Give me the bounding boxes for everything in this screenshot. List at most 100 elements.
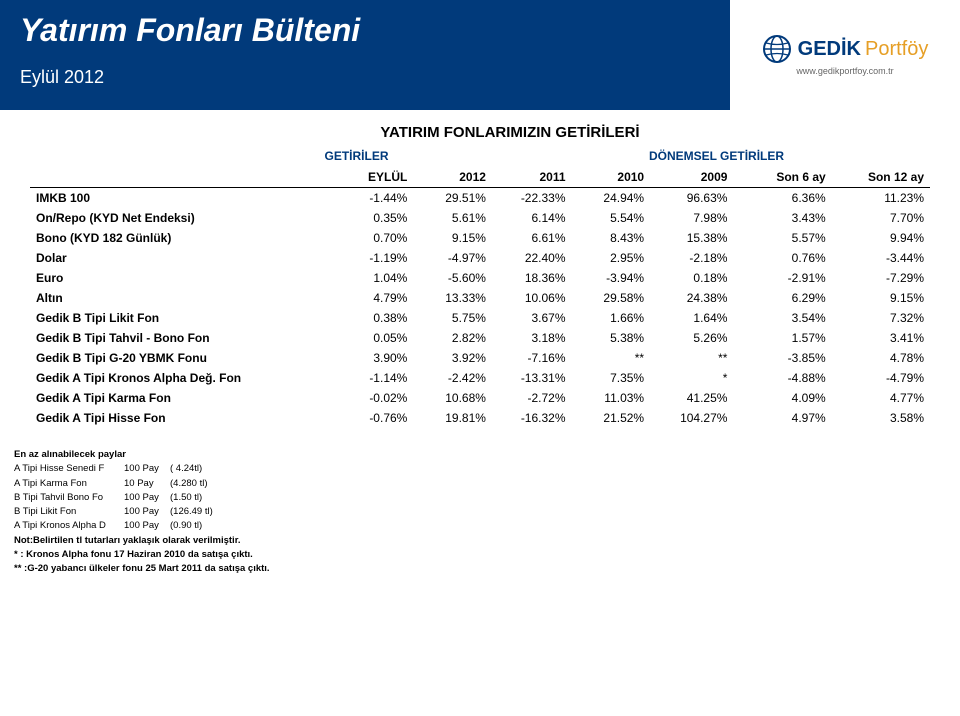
row-label: Gedik B Tipi G-20 YBMK Fonu (30, 348, 335, 368)
cell-value: -4.79% (832, 368, 930, 388)
cell-value: -0.02% (335, 388, 414, 408)
table-row: Euro1.04%-5.60%18.36%-3.94%0.18%-2.91%-7… (30, 268, 930, 288)
table-row: Gedik A Tipi Hisse Fon-0.76%19.81%-16.32… (30, 408, 930, 428)
col-header: Son 12 ay (832, 167, 930, 188)
cell-value: 3.92% (413, 348, 492, 368)
group-header-periodic: DÖNEMSEL GETİRİLER (503, 149, 930, 163)
cell-value: 9.15% (413, 228, 492, 248)
cell-value: 96.63% (650, 188, 733, 209)
cell-value: -22.33% (492, 188, 572, 209)
cell-value: 3.58% (832, 408, 930, 428)
cell-value: 0.18% (650, 268, 733, 288)
cell-value: -1.14% (335, 368, 414, 388)
cell-value: 9.94% (832, 228, 930, 248)
cell-value: 6.14% (492, 208, 572, 228)
cell-value: 4.97% (733, 408, 831, 428)
cell-value: -0.76% (335, 408, 414, 428)
cell-value: 19.81% (413, 408, 492, 428)
row-label: Gedik A Tipi Kronos Alpha Değ. Fon (30, 368, 335, 388)
brand-logo: GEDİKPortföy www.gedikportfoy.com.tr (730, 0, 960, 110)
cell-value: 6.61% (492, 228, 572, 248)
footnote-item: A Tipi Karma Fon10 Pay(4.280 tl) (14, 477, 946, 491)
cell-value: 11.03% (572, 388, 651, 408)
table-header-row: EYLÜL 2012 2011 2010 2009 Son 6 ay Son 1… (30, 167, 930, 188)
cell-value: 29.51% (413, 188, 492, 209)
row-label: Gedik B Tipi Likit Fon (30, 308, 335, 328)
row-label: Bono (KYD 182 Günlük) (30, 228, 335, 248)
cell-value: -4.97% (413, 248, 492, 268)
table-row: IMKB 100-1.44%29.51%-22.33%24.94%96.63%6… (30, 188, 930, 209)
cell-value: 1.57% (733, 328, 831, 348)
returns-table: EYLÜL 2012 2011 2010 2009 Son 6 ay Son 1… (30, 167, 930, 428)
cell-value: 8.43% (572, 228, 651, 248)
cell-value: -7.29% (832, 268, 930, 288)
cell-value: 7.98% (650, 208, 733, 228)
section-heading: YATIRIM FONLARIMIZIN GETİRİLERİ (150, 124, 870, 141)
footnote-item: B Tipi Tahvil Bono Fo100 Pay(1.50 tl) (14, 491, 946, 505)
cell-value: 21.52% (572, 408, 651, 428)
row-label: Altın (30, 288, 335, 308)
logo-url: www.gedikportfoy.com.tr (796, 66, 893, 76)
cell-value: -2.42% (413, 368, 492, 388)
table-row: Altın4.79%13.33%10.06%29.58%24.38%6.29%9… (30, 288, 930, 308)
cell-value: 0.35% (335, 208, 414, 228)
cell-value: ** (650, 348, 733, 368)
table-row: Gedik B Tipi Likit Fon0.38%5.75%3.67% 1.6… (30, 308, 930, 328)
table-row: Gedik B Tipi Tahvil - Bono Fon0.05%2.82%… (30, 328, 930, 348)
column-group-headers: GETİRİLER DÖNEMSEL GETİRİLER (210, 149, 930, 163)
cell-value: 18.36% (492, 268, 572, 288)
cell-value: 9.15% (832, 288, 930, 308)
cell-value: -4.88% (733, 368, 831, 388)
cell-value: 4.09% (733, 388, 831, 408)
cell-value: 5.57% (733, 228, 831, 248)
row-label: Gedik B Tipi Tahvil - Bono Fon (30, 328, 335, 348)
cell-value: 10.06% (492, 288, 572, 308)
footnote-line: ** :G-20 yabancı ülkeler fonu 25 Mart 20… (14, 562, 946, 576)
row-label: Euro (30, 268, 335, 288)
logo-text-main: GEDİK (798, 38, 861, 60)
cell-value: -7.16% (492, 348, 572, 368)
cell-value: 7.35% (572, 368, 651, 388)
cell-value: 0.38% (335, 308, 414, 328)
row-label: IMKB 100 (30, 188, 335, 209)
cell-value: 5.61% (413, 208, 492, 228)
cell-value: 0.76% (733, 248, 831, 268)
cell-value: 4.77% (832, 388, 930, 408)
table-row: Bono (KYD 182 Günlük)0.70%9.15%6.61%8.43… (30, 228, 930, 248)
cell-value: 0.70% (335, 228, 414, 248)
cell-value: 3.90% (335, 348, 414, 368)
cell-value: -3.44% (832, 248, 930, 268)
cell-value: * (650, 368, 733, 388)
logo-text-suffix: Portföy (865, 38, 928, 60)
cell-value: 3.67% (492, 308, 572, 328)
footnote-item: A Tipi Kronos Alpha D100 Pay(0.90 tl) (14, 519, 946, 533)
cell-value: 3.43% (733, 208, 831, 228)
cell-value: 5.75% (413, 308, 492, 328)
col-header: 2012 (413, 167, 492, 188)
globe-icon (762, 34, 792, 64)
cell-value: 7.32% (832, 308, 930, 328)
cell-value: ** (572, 348, 651, 368)
cell-value: -2.91% (733, 268, 831, 288)
row-label: Gedik A Tipi Karma Fon (30, 388, 335, 408)
table-row: Dolar-1.19%-4.97%22.40%2.95%-2.18%0.76%-… (30, 248, 930, 268)
cell-value: 5.54% (572, 208, 651, 228)
row-label: On/Repo (KYD Net Endeksi) (30, 208, 335, 228)
cell-value: 13.33% (413, 288, 492, 308)
footnote-line: * : Kronos Alpha fonu 17 Haziran 2010 da… (14, 548, 946, 562)
cell-value: 22.40% (492, 248, 572, 268)
cell-value: 10.68% (413, 388, 492, 408)
table-row: On/Repo (KYD Net Endeksi)0.35%5.61%6.14%… (30, 208, 930, 228)
cell-value: 11.23% (832, 188, 930, 209)
row-label: Gedik A Tipi Hisse Fon (30, 408, 335, 428)
cell-value: 15.38% (650, 228, 733, 248)
row-label: Dolar (30, 248, 335, 268)
footnote-title: En az alınabilecek paylar (14, 448, 946, 462)
table-row: Gedik A Tipi Karma Fon-0.02%10.68%-2.72%… (30, 388, 930, 408)
cell-value: 3.54% (733, 308, 831, 328)
cell-value: 7.70% (832, 208, 930, 228)
cell-value: 6.36% (733, 188, 831, 209)
cell-value: 5.26% (650, 328, 733, 348)
col-header: 2009 (650, 167, 733, 188)
cell-value: 1.64% (650, 308, 733, 328)
